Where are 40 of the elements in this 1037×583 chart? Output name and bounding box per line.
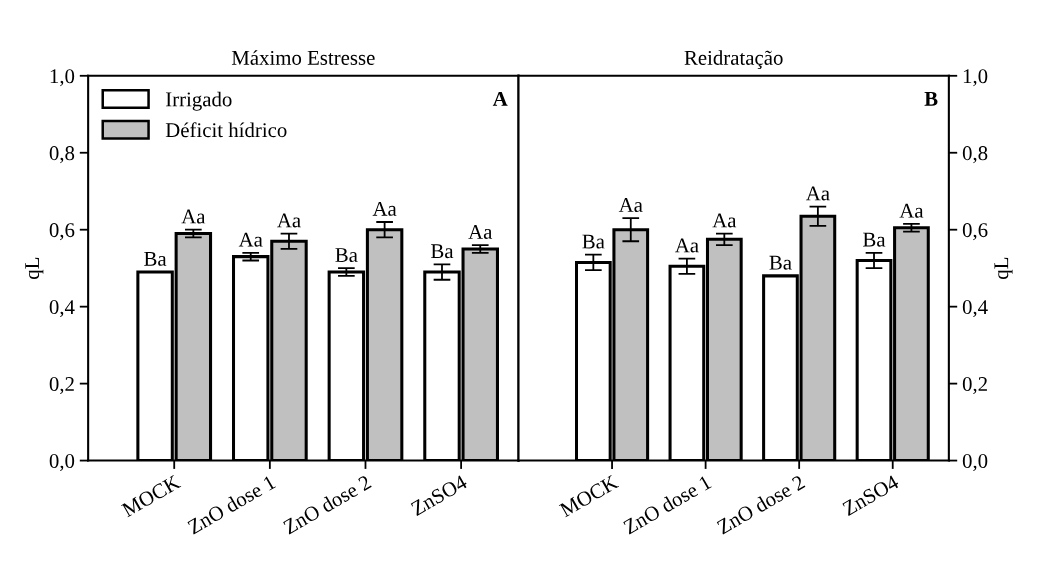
x-tick-label: ZnO dose 2: [715, 474, 806, 535]
x-tick-label: ZnO dose 1: [622, 474, 712, 535]
y-tick-label: 0,6: [49, 223, 75, 241]
y2-tick-label: 0,4: [962, 300, 988, 318]
data-label: Aa: [372, 201, 397, 216]
y-tick-label: 0,2: [49, 376, 74, 395]
x-tick-label: ZnO dose 1: [186, 474, 277, 535]
legend-label: Déficit hídrico: [165, 122, 287, 138]
y-axis-title: qL: [25, 257, 44, 279]
data-label: Ba: [431, 244, 454, 259]
y-tick-label: 0,4: [49, 300, 75, 318]
y-tick-label: 0,8: [49, 146, 75, 164]
y2-axis-title: qL: [994, 257, 1013, 279]
y-tick-label: 1,0: [50, 69, 75, 87]
y2-tick-label: 0,2: [962, 376, 987, 395]
data-label: Ba: [769, 255, 792, 270]
y-tick-label: 0,0: [49, 453, 75, 471]
data-label: Ba: [335, 248, 358, 263]
data-label: Ba: [582, 234, 605, 249]
annotation: A: [492, 91, 508, 106]
data-label: Ba: [863, 232, 886, 247]
data-label: Aa: [277, 213, 301, 228]
data-label: Aa: [468, 224, 493, 239]
y2-tick-label: 1,0: [963, 69, 988, 87]
data-label: Aa: [618, 198, 643, 212]
annotation: B: [924, 92, 938, 106]
data-label: Aa: [899, 203, 924, 218]
data-label: Ba: [144, 252, 167, 266]
chart-title: Reidratação: [684, 50, 783, 70]
y2-tick-label: 0,8: [962, 146, 988, 164]
x-tick-label: ZnO dose 2: [282, 474, 372, 535]
y2-tick-label: 0,6: [962, 223, 988, 241]
data-label: Aa: [181, 209, 206, 224]
data-label: Aa: [712, 213, 737, 228]
data-label: Aa: [674, 238, 699, 253]
y2-tick-label: 0,0: [962, 453, 988, 471]
chart-title: Máximo Estresse: [231, 50, 375, 65]
legend-label: Irrigado: [165, 91, 232, 111]
data-label: Aa: [238, 232, 263, 247]
data-label: Aa: [805, 186, 830, 201]
